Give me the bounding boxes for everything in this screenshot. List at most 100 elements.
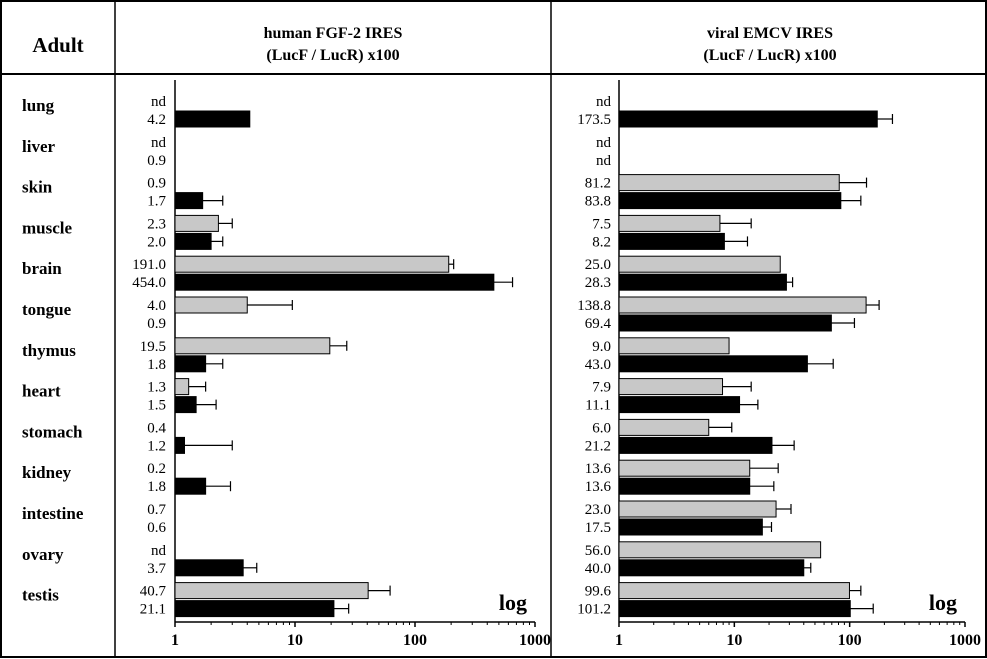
tissue-label-stomach: stomach [22,422,83,441]
bar-muscle-gray [618,214,721,232]
value-label-testis-1: 21.1 [140,602,166,618]
bar-heart-gray [174,378,190,396]
bar-stomach-black [618,436,773,454]
bar-testis-gray [174,582,369,600]
value-label-liver-0: nd [596,135,612,151]
value-label-thymus-0: 9.0 [592,339,611,355]
value-label-skin-1: 1.7 [147,194,166,210]
tissue-label-kidney: kidney [22,463,72,482]
tissue-label-liver: liver [22,137,55,156]
value-label-tongue-1: 69.4 [585,316,612,332]
value-label-stomach-1: 21.2 [585,438,611,454]
value-label-muscle-0: 2.3 [147,216,166,232]
bar-brain-gray [618,255,781,273]
value-label-brain-1: 454.0 [132,275,166,291]
value-label-liver-0: nd [151,135,167,151]
bar-skin-black [174,192,204,210]
value-label-liver-1: nd [596,153,612,169]
value-label-thymus-1: 1.8 [147,357,166,373]
value-label-heart-0: 7.9 [592,380,611,396]
value-label-brain-0: 25.0 [585,257,611,273]
x-tick-label: 100 [403,632,427,649]
x-tick-label: 1000 [519,632,551,649]
tissue-labels: lung liver skin muscle brain tongue thymus hear… [22,96,84,605]
panel2-title-line2: (LucF / LucR) x100 [703,47,836,64]
bar-brain-black [174,273,495,291]
bar-ovary-black [618,559,805,577]
bar-tongue-black [618,314,832,332]
tissue-label-thymus: thymus [22,341,76,360]
bar-skin-gray [618,174,840,192]
scale-label: log [929,590,957,615]
value-label-skin-0: 0.9 [147,176,166,192]
panel1-title-line2: (LucF / LucR) x100 [266,47,399,64]
bar-ovary-black [174,559,244,577]
x-tick-label: 10 [726,632,742,649]
value-label-stomach-1: 1.2 [147,438,166,454]
value-label-thymus-0: 19.5 [140,339,166,355]
bar-lung-black [618,110,878,128]
value-label-muscle-0: 7.5 [592,216,611,232]
tissue-label-heart: heart [22,382,61,401]
value-label-lung-1: 4.2 [147,112,166,128]
value-label-muscle-1: 8.2 [592,234,611,250]
bar-thymus-black [174,355,207,373]
bar-thymus-gray [174,337,331,355]
bar-ovary-gray [618,541,822,559]
value-label-tongue-0: 4.0 [147,298,166,314]
bar-muscle-black [618,232,725,250]
value-label-intestine-0: 0.7 [147,502,166,518]
bar-testis-black [618,600,851,618]
bar-heart-black [174,396,197,414]
x-tick-label: 1000 [949,632,981,649]
bar-stomach-gray [618,418,710,436]
bar-skin-black [618,192,842,210]
value-label-intestine-1: 0.6 [147,520,166,536]
value-label-lung-0: nd [151,94,167,110]
panel-fgf2: 1 10 100 1000 log nd 4.2 nd 0.9 0.9 1.7 2.3 2.0 191.0… [132,80,551,649]
value-label-heart-1: 11.1 [585,398,611,414]
value-label-testis-0: 99.6 [585,584,612,600]
value-label-intestine-0: 23.0 [585,502,611,518]
bar-brain-black [618,273,787,291]
value-label-heart-1: 1.5 [147,398,166,414]
tissue-label-muscle: muscle [22,218,73,237]
bar-intestine-black [618,518,763,536]
tissue-label-lung: lung [22,96,55,115]
value-label-testis-0: 40.7 [140,584,167,600]
x-tick-label: 1 [171,632,179,649]
value-label-intestine-1: 17.5 [585,520,611,536]
bar-kidney-gray [618,459,751,477]
value-label-lung-1: 173.5 [577,112,611,128]
value-label-kidney-1: 13.6 [585,479,612,495]
bar-intestine-gray [618,500,777,518]
value-label-liver-1: 0.9 [147,153,166,169]
panel2-title-line1: viral EMCV IRES [707,25,833,42]
tissue-label-brain: brain [22,259,62,278]
bar-thymus-black [618,355,808,373]
bar-testis-gray [618,582,850,600]
tissue-label-testis: testis [22,586,59,605]
x-tick-label: 10 [287,632,303,649]
value-label-thymus-1: 43.0 [585,357,611,373]
value-label-stomach-0: 0.4 [147,420,166,436]
value-label-stomach-0: 6.0 [592,420,611,436]
bar-tongue-gray [618,296,867,314]
value-label-kidney-1: 1.8 [147,479,166,495]
value-label-brain-1: 28.3 [585,275,611,291]
bar-tongue-gray [174,296,248,314]
tissue-label-ovary: ovary [22,545,64,564]
value-label-ovary-0: nd [151,543,167,559]
value-label-muscle-1: 2.0 [147,234,166,250]
panel-emcv: 1 10 100 1000 log nd 173.5 nd nd 81.2 83.8 7.5 8.2 25… [577,80,981,649]
value-label-kidney-0: 13.6 [585,461,612,477]
bar-thymus-gray [618,337,730,355]
value-label-testis-1: 101.2 [577,602,611,618]
bar-heart-gray [618,378,724,396]
tissue-label-intestine: intestine [22,504,84,523]
value-label-skin-0: 81.2 [585,176,611,192]
value-label-kidney-0: 0.2 [147,461,166,477]
value-label-ovary-1: 3.7 [147,561,166,577]
